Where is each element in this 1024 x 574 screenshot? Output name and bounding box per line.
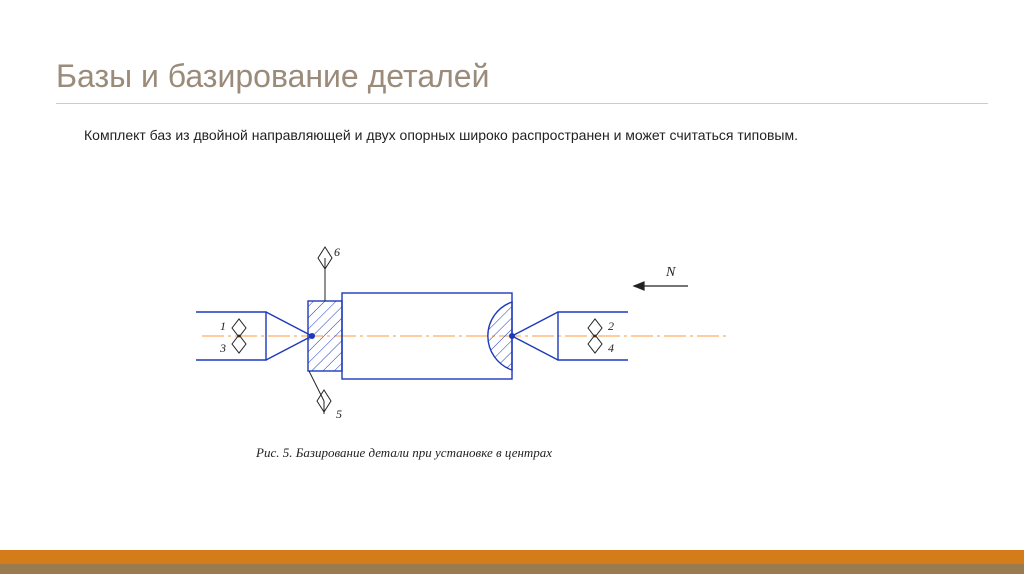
label-2: 2 [608,319,614,333]
workpiece-right-end [488,302,512,370]
label-5: 5 [336,407,342,421]
intro-text: Комплект баз из двойной направляющей и д… [84,127,798,143]
footer-bar [0,550,1024,574]
label-3: 3 [219,341,226,355]
label-6: 6 [334,245,340,259]
label-4: 4 [608,341,614,355]
label-1: 1 [220,319,226,333]
intro-paragraph: Комплект баз из двойной направляющей и д… [0,104,1024,145]
force-arrow-n [634,282,688,290]
figure-caption: Рис. 5. Базирование детали при установке… [256,445,552,461]
figure-5: N 6 5 1 3 2 4 [196,226,736,446]
datum-5 [309,371,331,414]
footer-orange [0,550,1024,564]
datum-6 [318,247,332,301]
page-title: Базы и базирование деталей [0,0,1024,103]
figure-5-svg: N 6 5 1 3 2 4 [196,226,736,426]
workpiece-collar [308,301,342,371]
force-label: N [665,265,676,280]
right-tip-point [509,333,515,339]
footer-brown [0,564,1024,574]
